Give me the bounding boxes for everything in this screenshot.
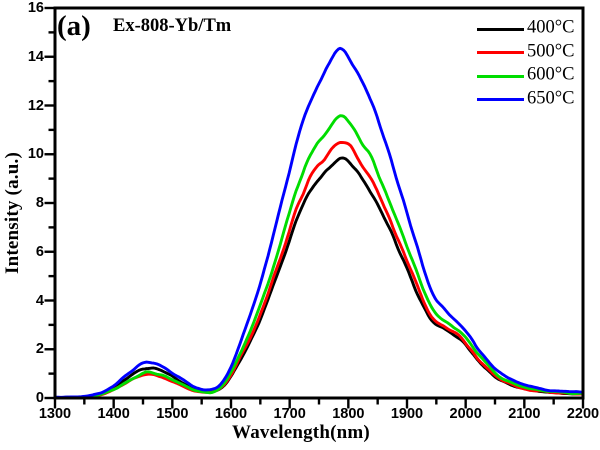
legend-line-swatch [477,74,524,78]
x-tick-label: 1600 [214,406,248,422]
y-tick-label: 4 [35,292,44,309]
x-tick-label: 1500 [156,406,189,422]
x-tick-label: 1700 [273,406,306,422]
y-tick-label: 6 [35,243,44,260]
legend-label: 500°C [527,41,575,62]
x-tick-label: 1800 [332,406,365,422]
x-tick-label: 2200 [566,406,600,422]
excitation-annotation: Ex-808-Yb/Tm [113,15,232,36]
series-curve-500°C [53,141,585,400]
x-tick-label: 1300 [38,406,72,422]
x-axis-title: Wavelength(nm) [232,422,370,443]
x-tick-label: 1900 [390,406,424,422]
series-curve-400°C [53,156,585,399]
series-curve-600°C [53,114,585,400]
legend-label: 400°C [527,17,575,38]
y-tick-label: 0 [35,390,44,406]
legend-line-swatch [477,51,524,54]
y-tick-label: 12 [27,97,44,114]
y-tick-label: 8 [35,195,44,211]
y-tick-label: 2 [35,341,44,358]
x-tick-label: 2000 [449,406,482,422]
y-tick-label: 14 [27,48,44,65]
x-tick-label: 2100 [508,406,541,422]
legend-line-swatch [477,98,524,101]
y-tick-label: 16 [27,0,44,16]
series-curve-650°C [53,46,585,399]
x-tick-label: 1400 [97,406,130,422]
legend-line-swatch [477,27,524,31]
legend-label: 600°C [527,64,575,85]
y-tick-label: 10 [27,146,44,163]
legend-label: 650°C [527,88,575,109]
plot-frame [53,6,585,400]
panel-label: (a) [57,9,91,42]
